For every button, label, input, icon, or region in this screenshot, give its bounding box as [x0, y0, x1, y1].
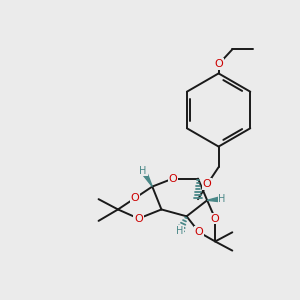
Text: O: O: [134, 214, 143, 224]
Text: O: O: [203, 179, 212, 189]
Text: H: H: [218, 194, 226, 204]
Polygon shape: [207, 196, 222, 202]
Text: O: O: [214, 59, 223, 69]
Text: O: O: [169, 174, 177, 184]
Polygon shape: [141, 169, 152, 187]
Text: O: O: [195, 227, 203, 237]
Text: H: H: [176, 226, 183, 236]
Text: O: O: [131, 193, 140, 203]
Text: H: H: [140, 166, 147, 176]
Text: O: O: [211, 214, 220, 224]
